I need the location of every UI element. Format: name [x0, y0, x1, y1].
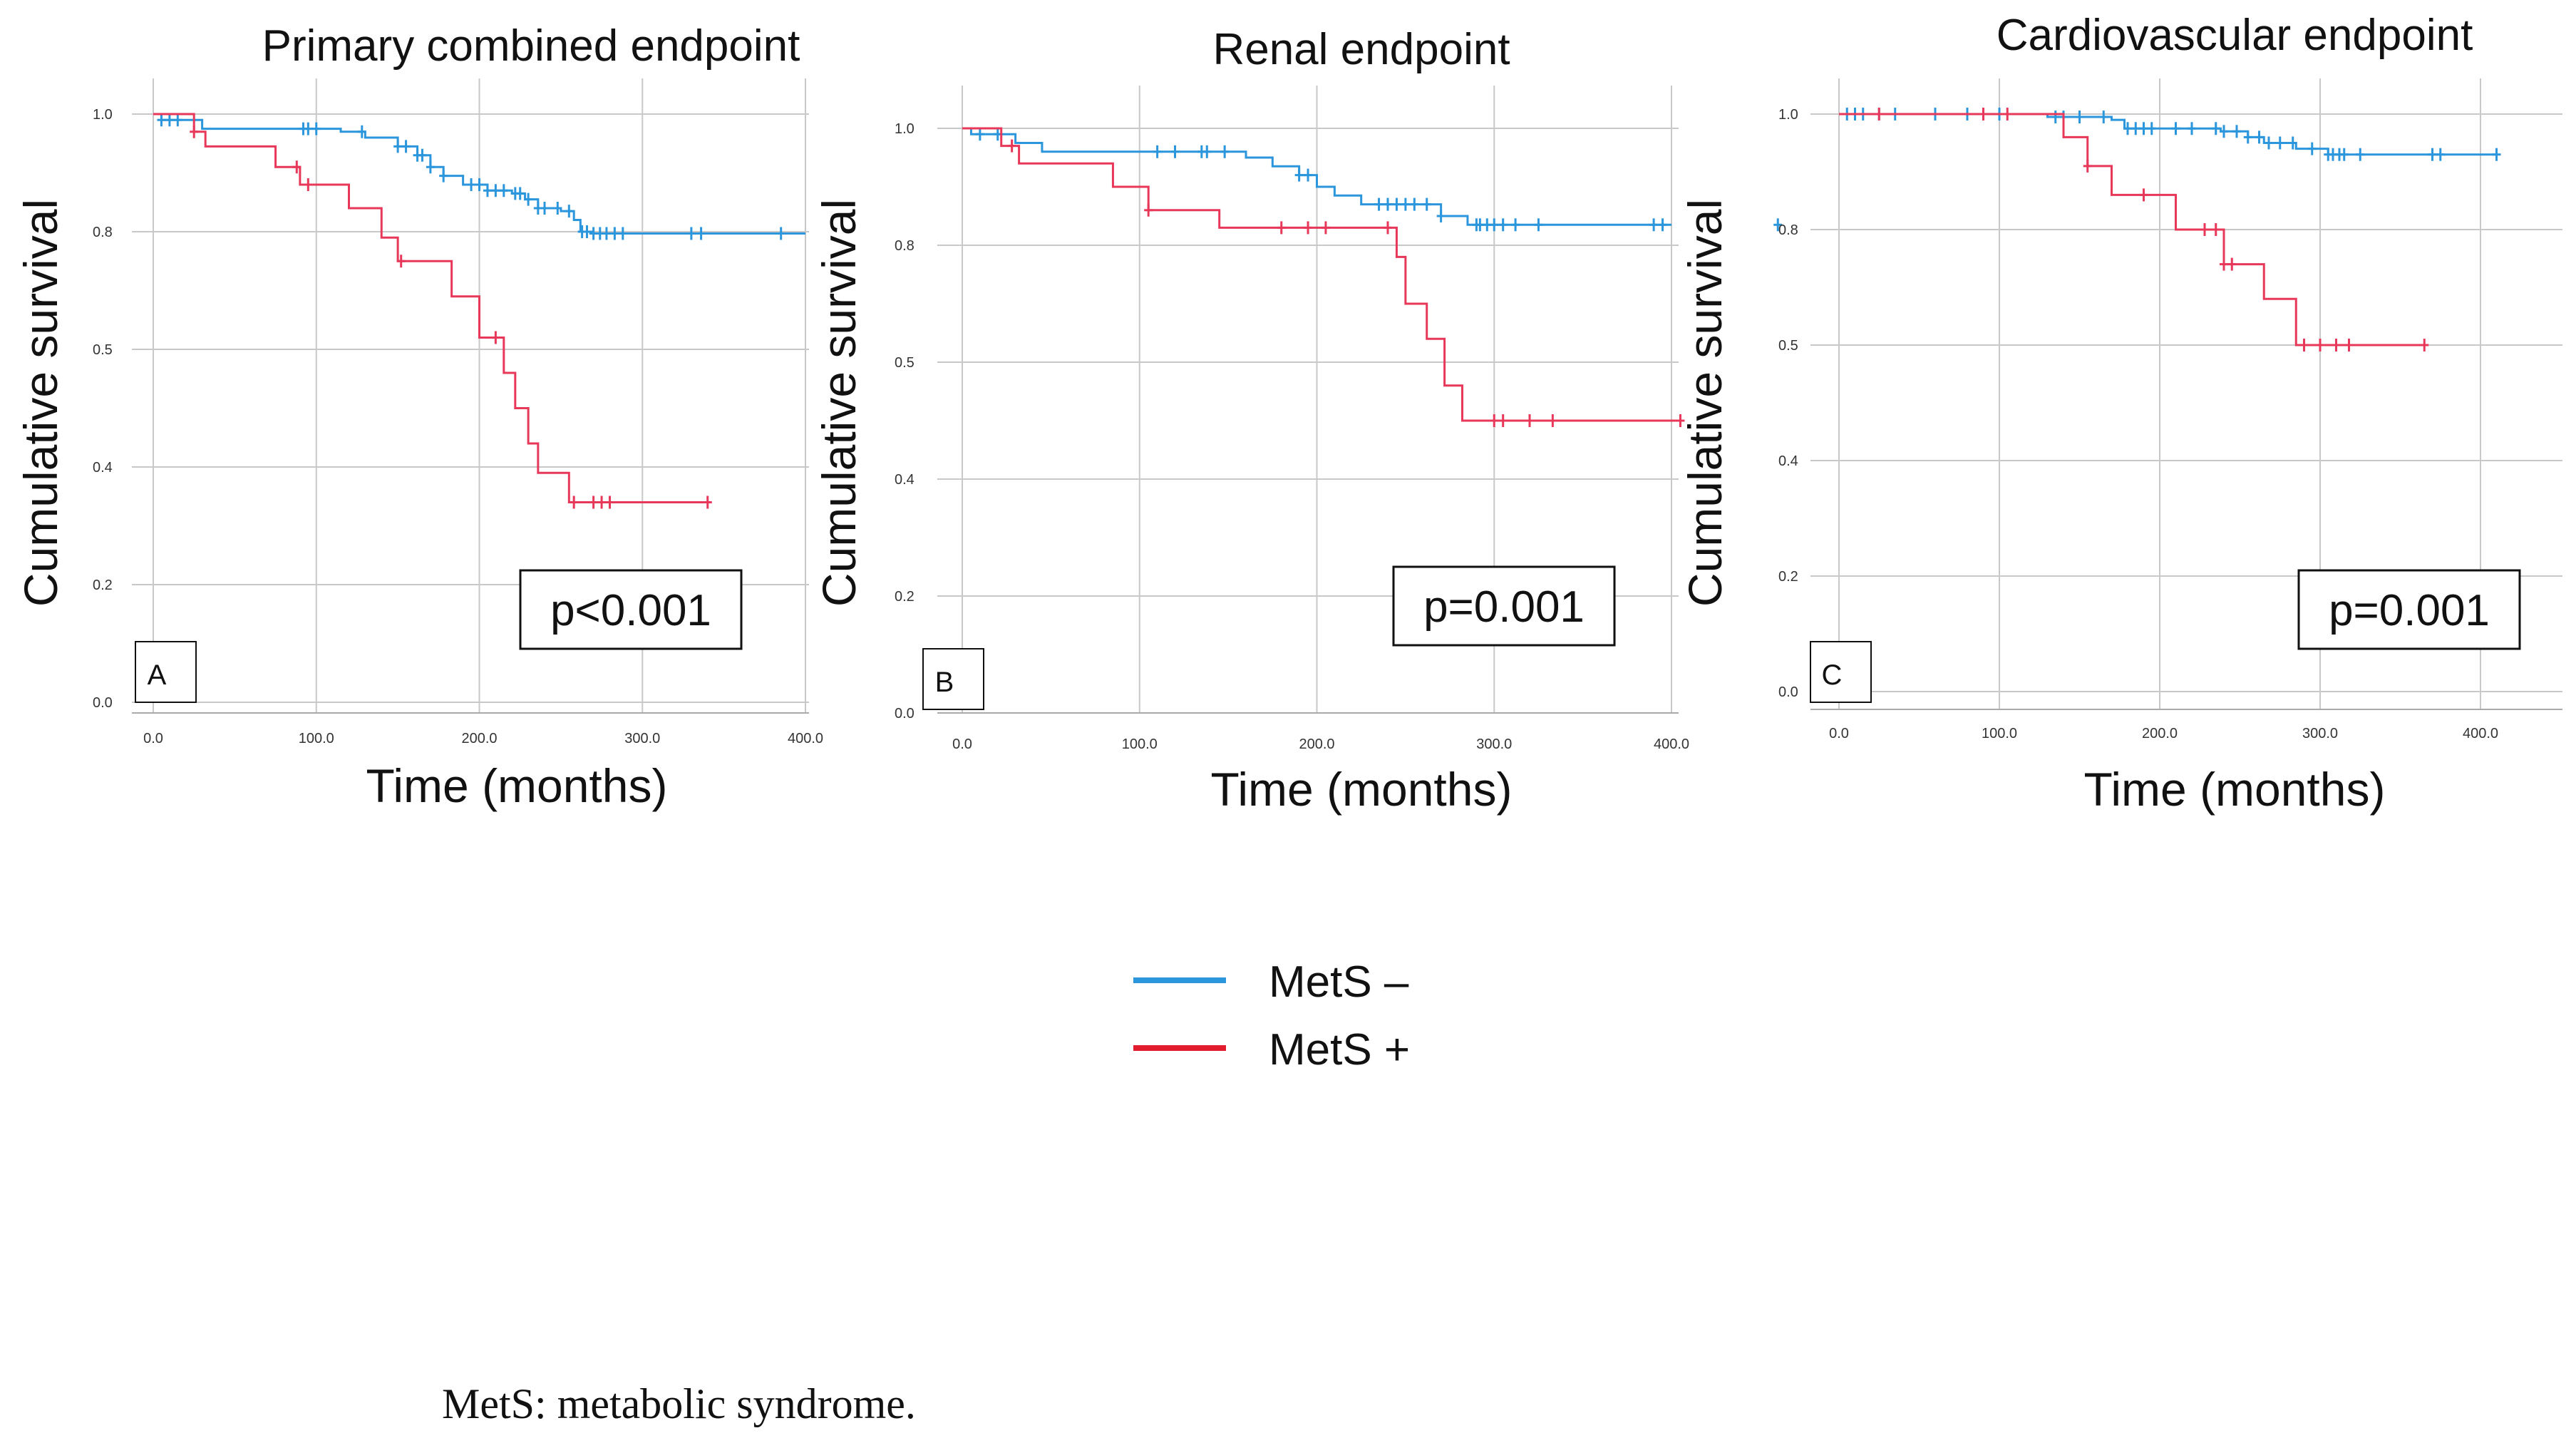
x-axis-label: Time (months) [366, 759, 668, 812]
y-tick-label: 1.0 [895, 121, 915, 137]
x-tick-label: 200.0 [2142, 726, 2178, 741]
x-tick-label: 0.0 [1829, 726, 1849, 741]
y-tick-label: 0.8 [1778, 222, 1798, 238]
p-value-label: p=0.001 [1423, 582, 1585, 632]
y-tick-label: 1.0 [1778, 107, 1798, 123]
legend-label-mets-minus: MetS – [1269, 957, 1409, 1007]
p-value-box [1392, 565, 1616, 647]
y-tick-label: 0.8 [93, 225, 113, 240]
y-tick-label: 0.4 [93, 460, 113, 476]
x-tick-label: 400.0 [1654, 736, 1689, 752]
panel-title: Renal endpoint [1212, 25, 1510, 74]
km-curve-mets-plus [1839, 113, 2425, 346]
y-tick-label: 0.4 [1778, 453, 1798, 469]
panel-letter: A [148, 659, 167, 691]
legend-label-mets-plus: MetS + [1269, 1025, 1410, 1074]
panel-letter: B [935, 667, 954, 698]
y-tick-label: 0.4 [895, 472, 915, 488]
y-tick-label: 0.5 [93, 342, 113, 358]
p-value-label: p=0.001 [2329, 586, 2490, 635]
x-axis-label: Time (months) [2084, 763, 2386, 816]
y-tick-label: 0.8 [895, 238, 915, 254]
km-curve-mets-plus [153, 113, 708, 503]
y-axis-label: Cumulative survival [1679, 199, 1731, 607]
km-curve-mets-minus [153, 113, 805, 235]
p-value-label: p<0.001 [550, 586, 711, 635]
km-curve-mets-minus [1839, 113, 2497, 156]
x-tick-label: 400.0 [2463, 726, 2498, 741]
panel-a: 0.0 0.2 0.4 0.5 0.8 1.0 0.0 100.0 200.0 300.0 400.… [14, 21, 823, 812]
x-tick-label: 100.0 [1982, 726, 2017, 741]
legend: MetS – MetS + [1133, 957, 1410, 1074]
x-axis-label: Time (months) [1211, 763, 1513, 816]
panel-title: Primary combined endpoint [262, 21, 800, 71]
y-tick-label: 0.0 [895, 706, 915, 722]
y-tick-label: 0.5 [1778, 338, 1798, 354]
x-tick-label: 400.0 [788, 731, 823, 746]
y-tick-label: 0.5 [895, 355, 915, 371]
panel-letter-box [1810, 641, 1872, 703]
x-tick-label: 0.0 [143, 731, 163, 746]
y-tick-label: 0.0 [93, 695, 113, 711]
y-tick-label: 0.2 [895, 589, 915, 605]
p-value-box [2297, 569, 2521, 650]
x-tick-label: 300.0 [2302, 726, 2338, 741]
p-value-box [519, 569, 743, 650]
y-tick-label: 0.2 [1778, 569, 1798, 585]
panel-letter-box [922, 648, 984, 710]
panel-letter: C [1822, 659, 1843, 691]
panel-c: 0.0 0.2 0.4 0.5 0.8 1.0 0.0 100.0 200.0 300.0 400.… [1679, 11, 2562, 816]
x-tick-label: 100.0 [1122, 736, 1158, 752]
y-tick-label: 1.0 [93, 107, 113, 123]
figure-caption: MetS: metabolic syndrome. [442, 1380, 916, 1427]
panel-title: Cardiovascular endpoint [1997, 11, 2473, 60]
y-tick-label: 0.0 [1778, 684, 1798, 700]
x-tick-label: 200.0 [1299, 736, 1334, 752]
panel-letter-box [135, 641, 197, 703]
x-tick-label: 300.0 [1476, 736, 1512, 752]
km-curve-mets-plus [962, 127, 1681, 422]
x-tick-label: 300.0 [624, 731, 660, 746]
panel-b: 0.0 0.2 0.4 0.5 0.8 1.0 0.0 100.0 200.0 300.0 400.… [813, 25, 1783, 816]
x-tick-label: 100.0 [299, 731, 334, 746]
y-tick-label: 0.2 [93, 577, 113, 593]
y-axis-label: Cumulative survival [813, 199, 865, 607]
x-tick-label: 0.0 [952, 736, 972, 752]
y-axis-label: Cumulative survival [14, 199, 67, 607]
x-tick-label: 200.0 [461, 731, 497, 746]
